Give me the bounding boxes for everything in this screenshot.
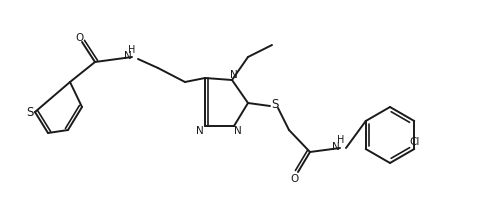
Text: S: S [26, 105, 33, 118]
Text: S: S [272, 97, 279, 110]
Text: N: N [332, 142, 340, 152]
Text: N: N [124, 51, 132, 61]
Text: O: O [75, 33, 83, 43]
Text: Cl: Cl [409, 137, 419, 147]
Text: O: O [291, 174, 299, 184]
Text: H: H [337, 135, 345, 145]
Text: N: N [230, 70, 238, 80]
Text: H: H [128, 45, 136, 55]
Text: N: N [234, 126, 242, 136]
Text: N: N [196, 126, 204, 136]
